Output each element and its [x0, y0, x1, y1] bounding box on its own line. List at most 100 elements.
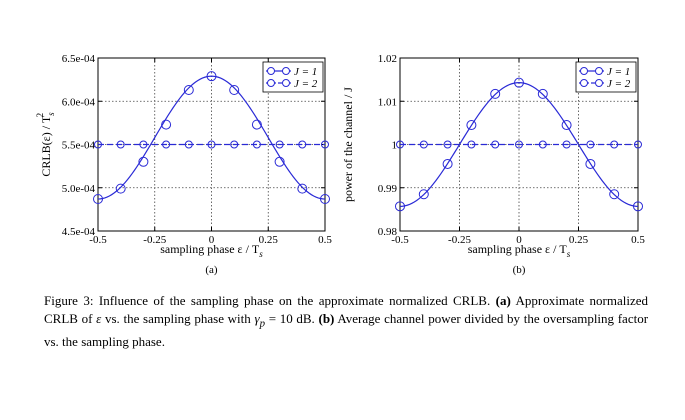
data-point-2 — [491, 140, 500, 149]
data-point-1 — [561, 120, 572, 131]
data-point-2 — [467, 140, 476, 149]
data-point-2 — [443, 140, 452, 149]
caption-epsilon: ε — [96, 311, 102, 326]
data-point-1 — [274, 156, 285, 167]
x-tick-label: 0.5 — [631, 234, 645, 246]
y-tick-label: 6.0e-04 — [62, 96, 96, 108]
y-tick-label: 5.0e-04 — [62, 183, 96, 195]
legend-label-1: J = 1 — [607, 66, 630, 78]
data-point-2 — [634, 140, 642, 149]
legend-marker — [267, 67, 275, 75]
data-point-1 — [93, 193, 103, 204]
y-tick-label: 1 — [392, 140, 398, 152]
data-point-1 — [609, 189, 620, 200]
legend-box — [575, 61, 637, 93]
data-point-2 — [94, 140, 102, 149]
x-tick-label: -0.25 — [143, 234, 166, 246]
data-point-1 — [466, 120, 477, 131]
x-tick-label: -0.25 — [448, 234, 471, 246]
figure-caption: Figure 3: Influence of the sampling phas… — [44, 292, 648, 351]
data-point-1 — [206, 71, 217, 82]
x-tick-label: 0.25 — [569, 234, 589, 246]
x-tick-label: -0.5 — [89, 234, 107, 246]
figure: -0.5 -0.25 0 0.25 0.5 4.5e-04 5.0e-04 5.5e-04 6.… — [35, 53, 645, 276]
data-point-1 — [537, 88, 548, 99]
x-axis-label: sampling phase ε / Ts — [468, 242, 571, 259]
data-point-2 — [396, 140, 404, 149]
series-line-1 — [97, 75, 326, 200]
data-point-2 — [298, 140, 307, 149]
caption-lead: Influence of the sampling phase on the a… — [98, 293, 491, 308]
caption-part-a-text-3: = 10 dB. — [268, 311, 315, 326]
legend-marker — [580, 79, 588, 87]
y-tick-label: 1.01 — [378, 96, 397, 108]
legend-marker — [282, 79, 290, 87]
legend-marker — [282, 67, 290, 75]
legend-label-1: J = 1 — [294, 66, 317, 78]
data-point-2 — [207, 140, 216, 149]
panel-a: -0.5 -0.25 0 0.25 0.5 4.5e-04 5.0e-04 5.5e-04 6.… — [35, 53, 332, 276]
data-point-2 — [162, 140, 171, 149]
data-point-1 — [395, 201, 405, 212]
data-point-1 — [320, 193, 330, 204]
data-point-2 — [230, 140, 239, 149]
caption-gamma: γ — [254, 311, 260, 326]
y-axis-label: CRLB(ε) / Ts2 — [35, 112, 56, 177]
series-line-1 — [399, 82, 639, 207]
y-tick-label: 1.02 — [378, 53, 397, 65]
data-point-1 — [442, 158, 453, 169]
panel-label: (b) — [513, 264, 526, 276]
caption-gamma-sub: p — [259, 317, 265, 330]
y-axis-label: power of the channel / J — [341, 87, 355, 202]
data-point-1 — [161, 119, 172, 130]
data-point-1 — [115, 183, 126, 194]
caption-part-b-tag: (b) — [318, 311, 335, 326]
data-point-1 — [490, 88, 501, 99]
data-point-2 — [116, 140, 125, 149]
data-point-2 — [275, 140, 284, 149]
caption-figure-label: Figure 3: — [44, 293, 94, 308]
x-tick-label: -0.5 — [391, 234, 409, 246]
data-point-2 — [515, 140, 523, 149]
caption-part-a-text-2: vs. the sampling phase with — [104, 311, 251, 326]
x-tick-label: 0 — [209, 234, 215, 246]
caption-part-a-tag: (a) — [495, 293, 511, 308]
data-point-1 — [138, 156, 149, 167]
data-point-2 — [419, 140, 428, 149]
caption-part-a-text-1: Approximate normalized CRLB of — [44, 293, 648, 326]
data-point-2 — [586, 140, 595, 149]
legend-marker — [580, 67, 588, 75]
legend-label-2: J = 2 — [294, 78, 318, 90]
y-tick-label: 0.99 — [378, 183, 398, 195]
data-point-1 — [418, 189, 429, 200]
legend-label-2: J = 2 — [607, 78, 631, 90]
x-tick-label: 0.25 — [259, 234, 279, 246]
legend-marker — [267, 79, 275, 87]
data-point-2 — [538, 140, 547, 149]
data-point-1 — [633, 201, 643, 212]
y-tick-label: 4.5e-04 — [62, 226, 96, 238]
y-tick-label: 0.98 — [378, 226, 398, 238]
data-point-1 — [229, 85, 240, 96]
x-tick-label: 0.5 — [318, 234, 332, 246]
legend-marker — [595, 79, 603, 87]
x-tick-label: 0 — [516, 234, 522, 246]
data-point-2 — [610, 140, 619, 149]
data-point-2 — [184, 140, 193, 149]
caption-part-b-text: Average channel power divided by the ove… — [44, 311, 649, 349]
data-point-2 — [321, 140, 329, 149]
data-point-1 — [183, 85, 194, 96]
y-tick-label: 5.5e-04 — [62, 140, 96, 152]
data-point-2 — [139, 140, 148, 149]
panel-b: -0.5 -0.25 0 0.25 0.5 0.98 0.99 1 1.01 1.02 sampli… — [341, 53, 645, 276]
panel-label: (a) — [205, 264, 218, 276]
data-point-1 — [297, 183, 308, 194]
legend-marker — [595, 67, 603, 75]
legend-box — [262, 61, 324, 93]
data-point-1 — [514, 77, 524, 88]
data-point-1 — [251, 119, 262, 130]
y-tick-label: 6.5e-04 — [62, 53, 96, 65]
data-point-2 — [562, 140, 571, 149]
data-point-2 — [252, 140, 261, 149]
x-axis-label: sampling phase ε / Ts — [160, 242, 263, 259]
